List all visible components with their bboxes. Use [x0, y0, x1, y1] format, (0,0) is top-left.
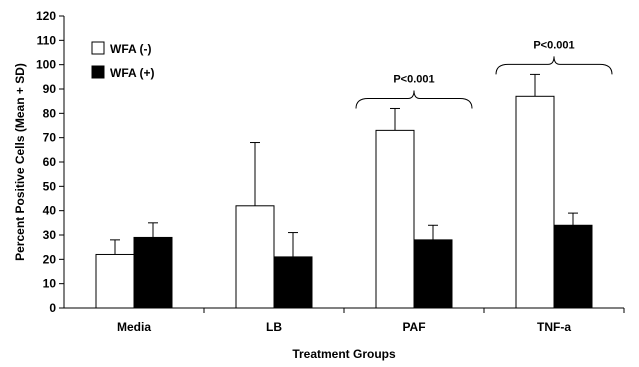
error-bars	[110, 73, 578, 257]
legend-label: WFA (-)	[110, 42, 152, 56]
y-tick-label: 20	[43, 252, 57, 266]
bar-wfa-pos-tnf-a	[553, 224, 593, 309]
y-tick-label: 70	[43, 131, 57, 145]
significance-bracket	[355, 90, 473, 109]
y-tick-label: 10	[43, 277, 57, 291]
x-tick-label: TNF-a	[537, 320, 571, 334]
y-tick-label: 80	[43, 106, 57, 120]
bar-wfa-neg-paf	[375, 129, 415, 309]
bar-wfa-pos-paf	[413, 239, 453, 309]
bar-wfa-pos-media	[133, 236, 173, 309]
y-tick-label: 110	[37, 33, 57, 47]
bar-wfa-pos-lb	[273, 256, 313, 309]
y-tick-label: 30	[43, 228, 57, 242]
bar-wfa-neg-media	[95, 253, 135, 309]
y-tick-label: 100	[36, 58, 56, 72]
legend-swatch	[91, 41, 105, 55]
bar-wfa-neg-lb	[235, 205, 275, 309]
x-tick-label: PAF	[402, 320, 425, 334]
y-tick-label: 120	[36, 9, 56, 23]
legend-swatch	[91, 65, 105, 79]
significance-bracket	[495, 56, 613, 75]
y-tick-label: 50	[43, 179, 57, 193]
bar-wfa-neg-tnf-a	[515, 95, 555, 309]
y-tick-label: 60	[43, 155, 57, 169]
significance-label: P<0.001	[533, 39, 574, 51]
x-tick-label: LB	[266, 320, 282, 334]
legend: WFA (-) WFA (+)	[91, 41, 155, 80]
y-axis-title: Percent Positive Cells (Mean + SD)	[13, 63, 27, 261]
significance-label: P<0.001	[393, 73, 434, 85]
x-axis-title: Treatment Groups	[292, 347, 396, 361]
y-ticks: 0 10 20 30 40 50 60 70 80 90 100 110 120	[36, 9, 64, 315]
x-ticks: Media LB PAF TNF-a	[117, 308, 625, 334]
x-tick-label: Media	[117, 320, 151, 334]
y-tick-label: 90	[43, 82, 57, 96]
annotations: P<0.001 P<0.001	[355, 39, 613, 109]
y-tick-label: 0	[49, 301, 56, 315]
y-tick-label: 40	[43, 204, 57, 218]
legend-label: WFA (+)	[110, 66, 155, 80]
bars	[95, 95, 593, 309]
